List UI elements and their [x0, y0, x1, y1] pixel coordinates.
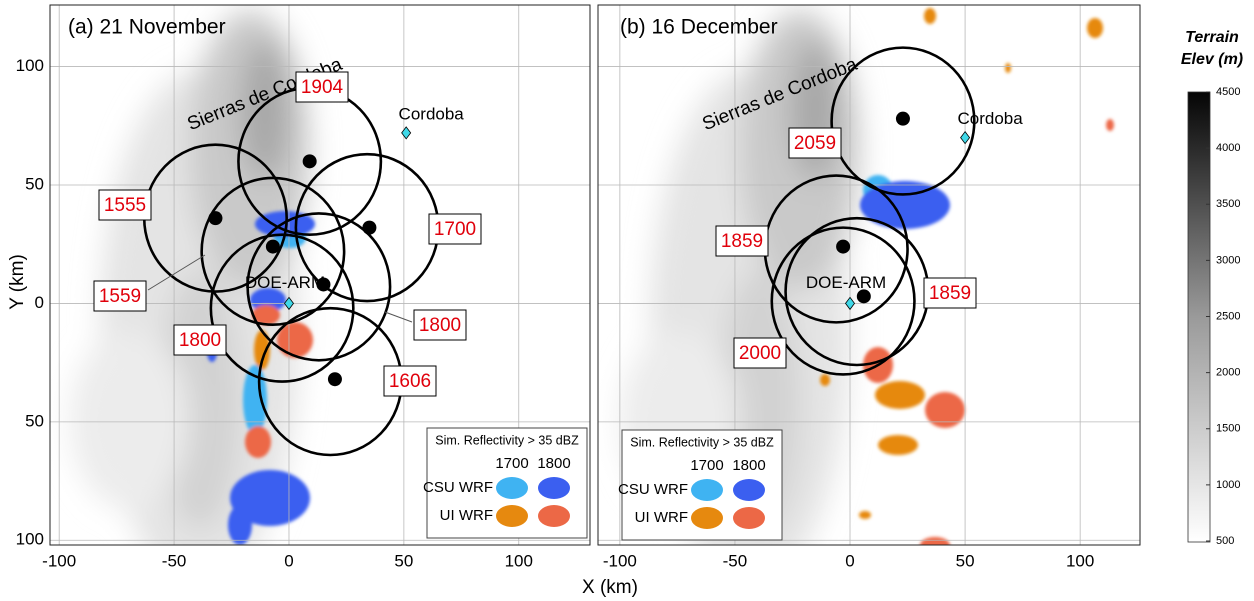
time-label-box: [733, 337, 787, 369]
center-dot: [856, 289, 871, 304]
site-label: DOE-ARM: [245, 273, 325, 292]
panel-frame: [49, 4, 591, 546]
legend-model: CSU WRF: [423, 479, 493, 496]
time-label: 1800: [419, 315, 461, 336]
sampling-circle: [770, 226, 916, 376]
legend-swatch: [691, 507, 723, 529]
center-dot: [895, 111, 910, 126]
site-label: Cordoba: [957, 109, 1023, 128]
legend-title: Sim. Reflectivity > 35 dBZ: [435, 433, 579, 447]
time-label-box: [295, 71, 349, 103]
time-label-box: [93, 280, 147, 312]
time-label-box: [923, 277, 977, 309]
time-label-box: [173, 324, 227, 356]
panel-title: (b) 16 December: [620, 16, 778, 39]
site-marker: [845, 296, 856, 311]
colorbar-tick-label: 500: [1216, 535, 1234, 547]
sampling-circle: [200, 176, 346, 327]
time-label: 1700: [434, 219, 476, 240]
site-label: DOE-ARM: [806, 273, 886, 292]
x-tick-label: 50: [956, 551, 975, 570]
leader-line: [147, 254, 206, 291]
center-dot: [362, 220, 377, 235]
legend-time: 1800: [537, 455, 570, 472]
legend-time: 1700: [690, 457, 723, 474]
x-tick-label: -50: [723, 551, 748, 570]
time-label-box: [98, 189, 152, 221]
colorbar-title: Elev (m): [1181, 51, 1243, 68]
colorbar-tick-label: 2500: [1216, 310, 1240, 322]
time-label: 1859: [929, 283, 971, 304]
panel-frame: [597, 4, 1141, 546]
x-tick-label: 0: [284, 551, 293, 570]
sampling-circle: [246, 212, 392, 362]
x-tick-label: -50: [162, 551, 187, 570]
legend-model: UI WRF: [440, 507, 493, 524]
legend-swatch: [496, 477, 528, 499]
legend-time: 1800: [732, 457, 765, 474]
y-tick-label: 50: [25, 174, 44, 193]
time-label-box: [428, 213, 482, 245]
x-tick-label: 100: [505, 551, 533, 570]
time-label-box: [788, 127, 842, 159]
colorbar-tick-label: 2000: [1216, 367, 1240, 379]
legend-model: CSU WRF: [618, 481, 688, 498]
time-label-box: [413, 309, 467, 341]
time-label: 2059: [794, 133, 836, 154]
center-dot: [208, 211, 223, 226]
time-label-box: [715, 225, 769, 257]
time-label-box: [383, 365, 437, 397]
x-axis-title: X (km): [582, 577, 638, 598]
time-label: 1859: [721, 231, 763, 252]
colorbar-tick-label: 4500: [1216, 86, 1240, 98]
site-marker: [960, 130, 971, 145]
leader-line: [384, 311, 413, 323]
legend-title: Sim. Reflectivity > 35 dBZ: [630, 435, 774, 449]
colorbar-tick-label: 3500: [1216, 198, 1240, 210]
legend-swatch: [538, 505, 570, 527]
site-marker: [401, 126, 412, 140]
x-tick-label: 100: [1066, 551, 1094, 570]
legend-swatch: [496, 505, 528, 527]
y-tick-label: 0: [35, 293, 44, 312]
legend-swatch: [538, 477, 570, 499]
x-tick-label: -100: [42, 551, 76, 570]
legend-model: UI WRF: [635, 509, 688, 526]
center-dot: [316, 277, 331, 292]
panel: 100 50 0 50 100 -100 -50 0 50 100 (a) 21 November S…: [16, 4, 591, 570]
colorbar-title: Terrain: [1185, 29, 1239, 46]
legend-swatch: [691, 479, 723, 501]
colorbar-tick-label: 3000: [1216, 254, 1240, 266]
colorbar-tick-label: 1500: [1216, 423, 1240, 435]
center-dot: [302, 154, 317, 169]
y-tick-label: 100: [16, 530, 44, 549]
y-axis-title: Y (km): [7, 254, 28, 310]
panel-title: (a) 21 November: [68, 16, 226, 39]
time-label: 2000: [739, 343, 781, 364]
site-marker: [283, 296, 294, 311]
center-dot: [265, 239, 280, 254]
colorbar-tick-label: 4000: [1216, 142, 1240, 154]
legend-swatch: [733, 479, 765, 501]
x-tick-label: 0: [845, 551, 854, 570]
x-tick-label: 50: [394, 551, 413, 570]
x-tick-label: -100: [603, 551, 637, 570]
sampling-circle: [830, 46, 976, 196]
time-label: 1559: [99, 286, 141, 307]
y-tick-label: 50: [25, 411, 44, 430]
y-tick-label: 100: [16, 56, 44, 75]
legend-swatch: [733, 507, 765, 529]
site-label: Cordoba: [399, 104, 465, 123]
center-dot: [327, 372, 342, 387]
legend-time: 1700: [495, 455, 528, 472]
colorbar-tick-label: 1000: [1216, 479, 1240, 491]
sampling-circle: [209, 233, 355, 383]
time-label: 1904: [301, 77, 344, 98]
time-label: 1606: [389, 371, 431, 392]
center-dot: [836, 239, 851, 254]
time-label: 1800: [179, 330, 221, 351]
time-label: 1555: [104, 195, 146, 216]
